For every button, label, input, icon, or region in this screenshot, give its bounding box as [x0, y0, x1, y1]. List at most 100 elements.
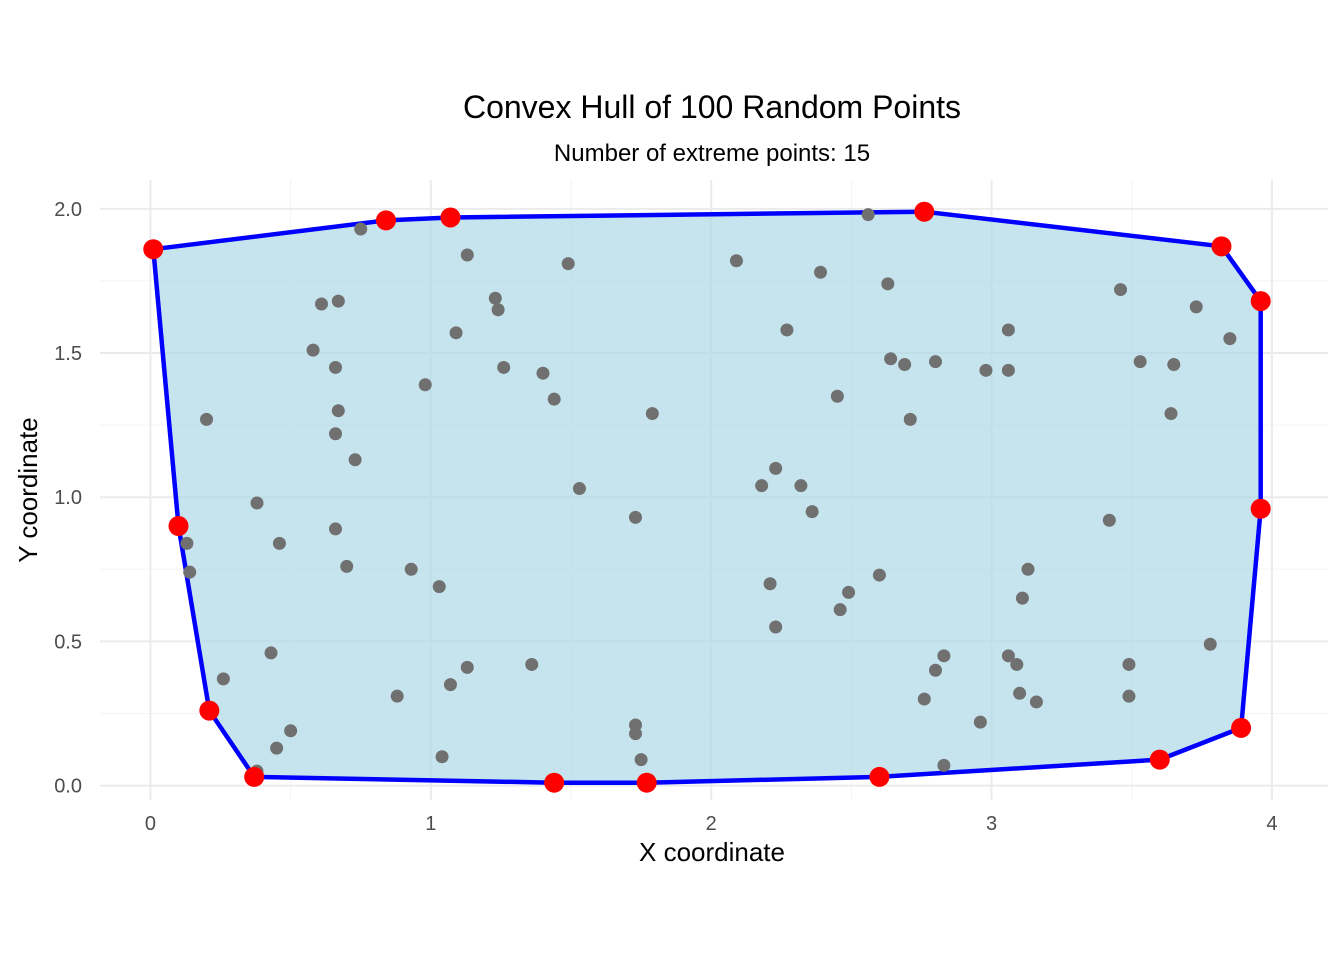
extreme-point — [1250, 498, 1271, 519]
y-axis-title: Y coordinate — [13, 417, 43, 563]
data-point — [561, 257, 575, 271]
data-point — [272, 536, 286, 550]
data-point — [1189, 300, 1203, 314]
data-point — [645, 407, 659, 421]
data-point — [805, 505, 819, 519]
data-point — [1102, 513, 1116, 527]
extreme-point — [869, 766, 890, 787]
data-point — [329, 427, 343, 441]
data-point — [460, 660, 474, 674]
data-point — [435, 750, 449, 764]
data-point — [354, 222, 368, 236]
data-point — [1021, 562, 1035, 576]
data-point — [449, 326, 463, 340]
data-point — [331, 404, 345, 418]
extreme-point — [636, 772, 657, 793]
extreme-point — [244, 766, 265, 787]
data-point — [628, 510, 642, 524]
data-point — [1167, 358, 1181, 372]
data-point — [1001, 649, 1015, 663]
data-point — [497, 360, 511, 374]
extreme-point — [440, 207, 461, 228]
data-point — [329, 522, 343, 536]
data-point — [755, 479, 769, 493]
data-point — [898, 358, 912, 372]
data-point — [1122, 657, 1136, 671]
chart-subtitle: Number of extreme points: 15 — [554, 140, 870, 167]
data-point — [628, 727, 642, 741]
data-point — [937, 758, 951, 772]
data-point — [1013, 686, 1027, 700]
x-tick-label: 4 — [1266, 813, 1277, 835]
data-point — [314, 297, 328, 311]
extreme-point — [199, 700, 220, 721]
x-axis-title: X coordinate — [639, 837, 785, 867]
extreme-point — [544, 772, 565, 793]
data-point — [861, 208, 875, 222]
data-point — [488, 291, 502, 305]
data-point — [937, 649, 951, 663]
data-point — [794, 479, 808, 493]
y-tick-label: 1.0 — [54, 487, 82, 509]
x-axis-ticks: 0 1 2 3 4 — [145, 813, 1278, 835]
data-point — [348, 453, 362, 467]
data-point — [547, 392, 561, 406]
data-point — [769, 620, 783, 634]
data-point — [1114, 283, 1128, 297]
data-point — [1010, 657, 1024, 671]
y-axis-ticks: 0.0 0.5 1.0 1.5 2.0 — [54, 199, 82, 798]
data-point — [1001, 363, 1015, 377]
data-point — [872, 568, 886, 582]
data-point — [979, 363, 993, 377]
data-point — [216, 672, 230, 686]
data-point — [928, 355, 942, 369]
y-tick-label: 0.0 — [54, 776, 82, 798]
extreme-point — [143, 239, 164, 260]
data-point — [180, 536, 194, 550]
data-point — [572, 482, 586, 496]
data-point — [460, 248, 474, 262]
data-point — [432, 580, 446, 594]
data-point — [928, 663, 942, 677]
data-point — [404, 562, 418, 576]
data-point — [1015, 591, 1029, 605]
extreme-point — [375, 210, 396, 231]
data-point — [536, 366, 550, 380]
data-point — [1122, 689, 1136, 703]
x-tick-label: 1 — [425, 813, 436, 835]
data-point — [833, 603, 847, 617]
extreme-point — [914, 201, 935, 222]
data-point — [491, 303, 505, 317]
data-point — [340, 559, 354, 573]
data-point — [1133, 355, 1147, 369]
x-tick-label: 0 — [145, 813, 156, 835]
data-point — [884, 352, 898, 366]
extreme-point — [168, 516, 189, 537]
x-tick-label: 2 — [706, 813, 717, 835]
data-point — [306, 343, 320, 357]
data-point — [903, 412, 917, 426]
chart-title: Convex Hull of 100 Random Points — [463, 89, 961, 125]
extreme-point — [1211, 236, 1232, 257]
data-point — [917, 692, 931, 706]
data-point — [780, 323, 794, 337]
data-point — [250, 496, 264, 510]
data-point — [284, 724, 298, 738]
y-tick-label: 2.0 — [54, 199, 82, 221]
hull-fill — [153, 211, 1261, 783]
hull-layer — [151, 209, 1263, 785]
data-point — [830, 389, 844, 403]
extreme-point — [1149, 749, 1170, 770]
data-point — [881, 277, 895, 291]
data-point — [1203, 637, 1217, 651]
extreme-points — [143, 201, 1271, 793]
data-point — [264, 646, 278, 660]
interior-points — [180, 208, 1237, 778]
data-point — [634, 753, 648, 767]
data-point — [973, 715, 987, 729]
y-tick-label: 1.5 — [54, 343, 82, 365]
data-point — [270, 741, 284, 755]
data-point — [763, 577, 777, 591]
